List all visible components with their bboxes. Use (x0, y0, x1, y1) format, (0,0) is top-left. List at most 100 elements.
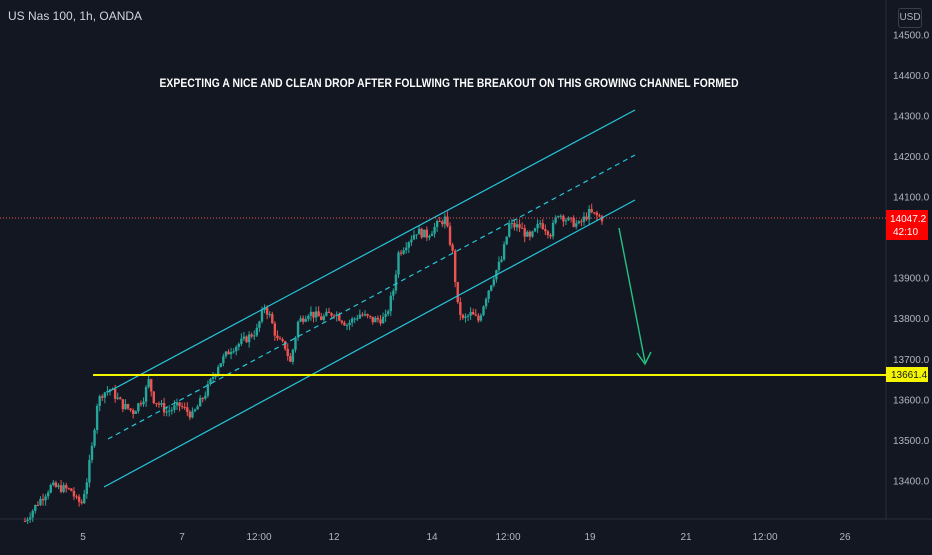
candle-body (412, 235, 416, 240)
candle-body (582, 216, 586, 222)
candle-body (240, 338, 243, 344)
candle-body (28, 517, 32, 520)
candle (536, 219, 539, 233)
candle-body (451, 244, 454, 251)
candle (62, 482, 65, 494)
candle-body (173, 405, 176, 410)
candle-body (227, 351, 230, 355)
candle (502, 241, 506, 261)
candle (500, 255, 503, 263)
candle (562, 214, 565, 227)
candle-body (278, 338, 282, 340)
candle-body (500, 259, 503, 262)
candle (116, 392, 119, 401)
symbol-title[interactable]: US Nas 100, 1h, OANDA (8, 9, 143, 23)
candle-body (518, 224, 521, 228)
candle (134, 410, 137, 414)
candle-body (59, 485, 63, 492)
candle (472, 308, 475, 315)
candle (222, 353, 225, 367)
candle-body (580, 221, 583, 223)
candle-body (389, 295, 392, 312)
candle-body (598, 215, 601, 217)
currency-button[interactable]: USD (898, 8, 922, 28)
candle-body (577, 221, 581, 224)
candle-body (528, 231, 532, 237)
candle-body (536, 223, 539, 229)
candle-body (121, 399, 125, 410)
candle (191, 407, 194, 419)
candle (52, 480, 55, 487)
price-tick-label: 13800.0 (893, 314, 930, 325)
candle-body (415, 234, 418, 236)
candle (366, 313, 369, 319)
candle-body (371, 316, 374, 323)
candle (358, 309, 362, 320)
candle (265, 305, 269, 320)
candle-body (286, 348, 289, 357)
candle (469, 307, 472, 320)
price-axis[interactable]: 14500.0 14400.0 14300.0 14200.0 14100.0 13900… (893, 30, 930, 487)
candle-body (268, 314, 271, 316)
candle (34, 504, 37, 514)
candle (484, 297, 488, 310)
candle-body (95, 405, 99, 430)
candle (196, 404, 199, 410)
candle (291, 348, 295, 365)
candle-body (420, 228, 423, 238)
projection-arrow-head (636, 351, 652, 366)
candle (175, 398, 179, 411)
candle-body (183, 406, 186, 408)
time-tick-label: 12:00 (495, 532, 520, 543)
candle (108, 388, 112, 396)
candle (227, 349, 230, 355)
candle (371, 316, 374, 325)
candle-body (381, 316, 385, 324)
channel-midline[interactable] (107, 154, 636, 440)
candle (405, 242, 408, 254)
candle-body (397, 252, 400, 275)
candle-body (585, 216, 588, 220)
candle-body (170, 409, 174, 411)
candle-body (595, 212, 599, 216)
candle (569, 217, 573, 223)
candle (513, 219, 516, 231)
candle-body (446, 216, 449, 227)
candle (268, 311, 271, 318)
time-axis[interactable]: 5 7 12:00 12 14 12:00 19 21 12:00 26 (80, 532, 851, 543)
candle-body (544, 229, 547, 232)
projection-arrow-shaft[interactable] (618, 227, 646, 363)
candle-body (453, 250, 457, 282)
candle-body (191, 411, 194, 418)
candle-body (265, 307, 269, 315)
candle-body (312, 311, 315, 318)
channel-upper-line[interactable] (107, 109, 636, 393)
candle-body (348, 322, 351, 326)
candle-body (250, 334, 253, 337)
candle-body (322, 315, 326, 320)
candle (582, 212, 586, 226)
price-tick-label: 13700.0 (893, 355, 930, 366)
candle-body (237, 343, 240, 347)
candle-body (206, 383, 210, 396)
candle (518, 219, 521, 233)
candle (564, 217, 568, 226)
chart-annotation-text[interactable]: EXPECTING A NICE AND CLEAN DROP AFTER FO… (159, 76, 739, 90)
candle (461, 313, 465, 320)
channel-lower-line[interactable] (103, 199, 636, 488)
candle-body (366, 314, 369, 316)
candle (520, 222, 524, 229)
candle-body (188, 412, 192, 418)
candle (456, 281, 459, 304)
candle (541, 219, 544, 231)
candle (273, 321, 277, 341)
candle (332, 314, 336, 319)
candle (245, 335, 248, 343)
candle-body (472, 311, 475, 315)
candle-body (487, 290, 490, 299)
candle-body (124, 403, 127, 410)
candle (410, 235, 413, 247)
candle-body (139, 403, 143, 405)
